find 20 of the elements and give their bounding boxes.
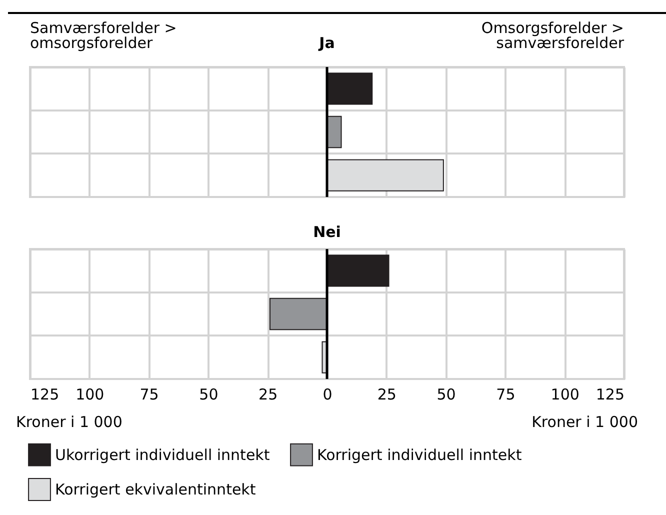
legend-label: Korrigert individuell inntekt	[317, 446, 522, 464]
chart-title: Nei	[313, 222, 341, 241]
x-tick-label: 100	[550, 386, 580, 404]
legend-label: Ukorrigert individuell inntekt	[55, 446, 270, 464]
x-tick-label: 125	[30, 386, 60, 404]
x-axis-title: Kroner i 1 000	[16, 413, 122, 431]
legend-label: Korrigert ekvivalentinntekt	[55, 480, 256, 498]
x-tick-label: 25	[377, 386, 396, 404]
x-tick-label: 75	[140, 386, 159, 404]
x-tick-label: 25	[258, 386, 278, 404]
x-tick-label: 0	[322, 386, 332, 404]
x-tick-label: 50	[199, 386, 218, 404]
chart-title: Ja	[318, 34, 335, 52]
text: Kroner i 1 000	[532, 413, 638, 431]
text: Samværsforelder > omsorgsforelder	[30, 19, 177, 52]
x-tick-label: 100	[76, 386, 104, 404]
x-tick-label: 75	[496, 386, 516, 404]
text: Omsorgsforelder > samværsforelder	[481, 19, 625, 52]
x-tick-label: 125	[596, 386, 624, 404]
x-tick-label: 50	[436, 386, 456, 404]
